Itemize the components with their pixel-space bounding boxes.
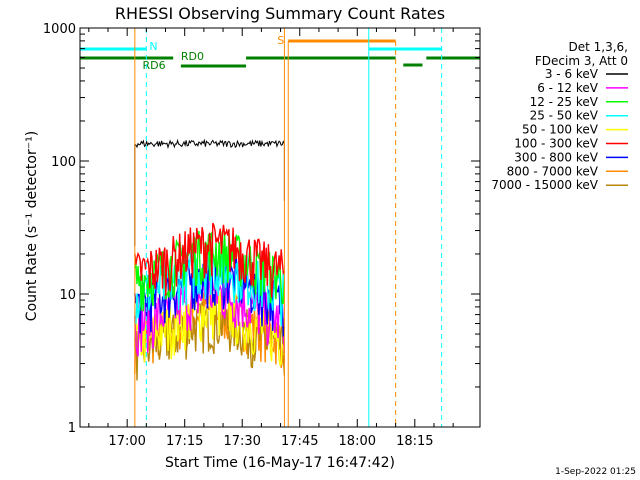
x-axis: 17:00 17:15 17:30 17:45 18:00 18:15 (88, 28, 454, 449)
x-axis-label: Start Time (16-May-17 16:47:42) (165, 455, 395, 471)
x-tick-label: 17:45 (281, 434, 318, 449)
flag-label-s: S (277, 34, 284, 47)
x-tick-label: 18:15 (396, 434, 433, 449)
legend-label-50-100-kev: 50 - 100 keV (522, 123, 599, 137)
data-layer (134, 138, 286, 381)
flag-label-rd6: RD6 (143, 59, 166, 72)
y-tick-label: 10 (59, 288, 76, 303)
y-axis-label: Count Rate (s⁻¹ detector⁻¹) (24, 131, 40, 321)
legend-label-100-300-kev: 100 - 300 keV (514, 137, 598, 151)
legend-label-7000-15000-kev: 7000 - 15000 keV (491, 178, 598, 192)
legend-label-6-12-kev: 6 - 12 keV (537, 81, 599, 95)
footer-date: 1-Sep-2022 01:25 (555, 467, 636, 477)
x-tick-label: 17:15 (166, 434, 203, 449)
x-tick-label: 17:00 (108, 434, 145, 449)
legend-label-25-50-kev: 25 - 50 keV (530, 109, 599, 123)
legend-label-800-7000-kev: 800 - 7000 keV (507, 164, 599, 178)
flag-label-n: N (149, 40, 157, 53)
y-tick-label: 100 (51, 155, 76, 170)
series-line-100-300-kev (134, 222, 286, 298)
legend-label-300-800-kev: 300 - 800 keV (514, 150, 598, 164)
flag-label-rd0: RD0 (181, 50, 204, 63)
flag-layer: N S RD0 RD6 (80, 34, 480, 72)
y-tick-label: 1000 (43, 22, 76, 37)
legend-header-line-1: Det 1,3,6, (569, 40, 629, 54)
legend-header-line-2: FDecim 3, Att 0 (535, 54, 628, 68)
legend-label-3-6-kev: 3 - 6 keV (545, 67, 599, 81)
series-line-3-6-kev (134, 138, 285, 246)
chart-title: RHESSI Observing Summary Count Rates (115, 4, 445, 23)
series-line-7000-15000-kev (134, 299, 286, 381)
y-tick-label: 1 (68, 421, 76, 436)
x-tick-label: 17:30 (223, 434, 260, 449)
legend-label-12-25-kev: 12 - 25 keV (530, 95, 599, 109)
plot-frame (79, 27, 481, 428)
x-tick-label: 18:00 (339, 434, 376, 449)
y-axis: 1 10 100 1000 (43, 22, 480, 436)
